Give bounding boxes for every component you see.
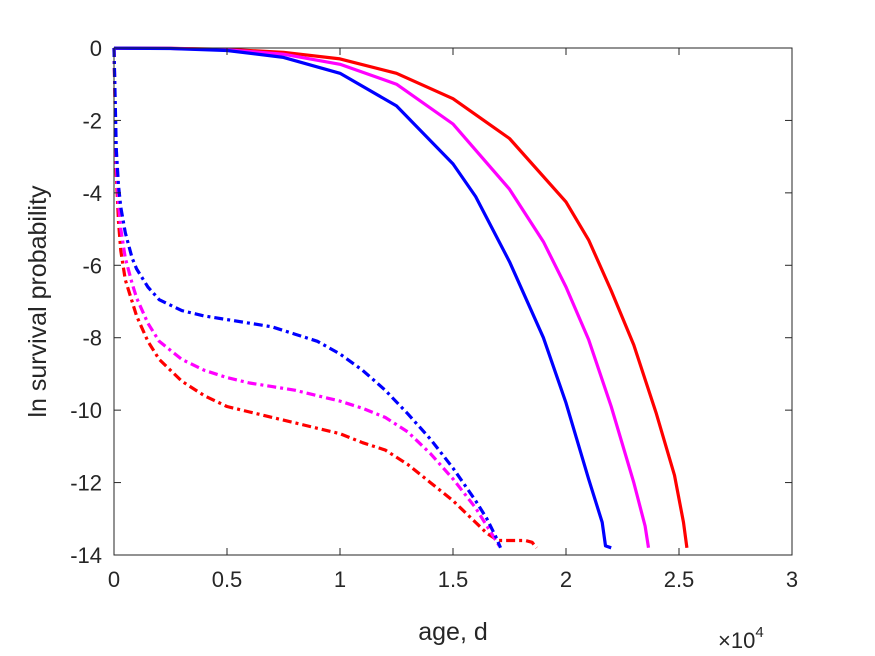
series-line-3-solid bbox=[113, 46, 612, 550]
axes-layer: 0 0.5 1 1.5 2 2.5 3 0 -2 -4 -6 -8 -10 -12 -14 bbox=[70, 36, 798, 592]
y-tick-label: -12 bbox=[70, 471, 102, 496]
x-tick-label: 0.5 bbox=[212, 567, 243, 592]
y-tick-label: -6 bbox=[82, 253, 102, 278]
series-line-4-dashdot bbox=[112, 47, 538, 549]
y-tick-label: -10 bbox=[70, 398, 102, 423]
x-tick-label: 2.5 bbox=[664, 567, 695, 592]
x-tick-label: 3 bbox=[786, 567, 798, 592]
x-multiplier-exponent: 4 bbox=[755, 624, 763, 641]
y-tick-label: -8 bbox=[82, 326, 102, 351]
x-axis-label: age, d bbox=[418, 618, 488, 646]
series-line-5-dashdot bbox=[112, 47, 502, 549]
x-axis-multiplier: ×104 bbox=[718, 624, 764, 653]
x-tick-label: 1.5 bbox=[438, 567, 469, 592]
x-tick-label: 0 bbox=[108, 567, 120, 592]
series-line-6-dashdot bbox=[112, 47, 502, 549]
y-tick-label: -14 bbox=[70, 543, 102, 568]
y-tick-label: -4 bbox=[82, 181, 102, 206]
y-tick-label: -2 bbox=[82, 108, 102, 133]
x-tick-label: 2 bbox=[560, 567, 572, 592]
x-tick-label: 1 bbox=[334, 567, 346, 592]
y-axis-label: ln survival probability bbox=[24, 185, 52, 418]
series-layer bbox=[112, 46, 689, 550]
y-tick-label: 0 bbox=[90, 36, 102, 61]
x-multiplier-base: ×10 bbox=[718, 628, 755, 653]
